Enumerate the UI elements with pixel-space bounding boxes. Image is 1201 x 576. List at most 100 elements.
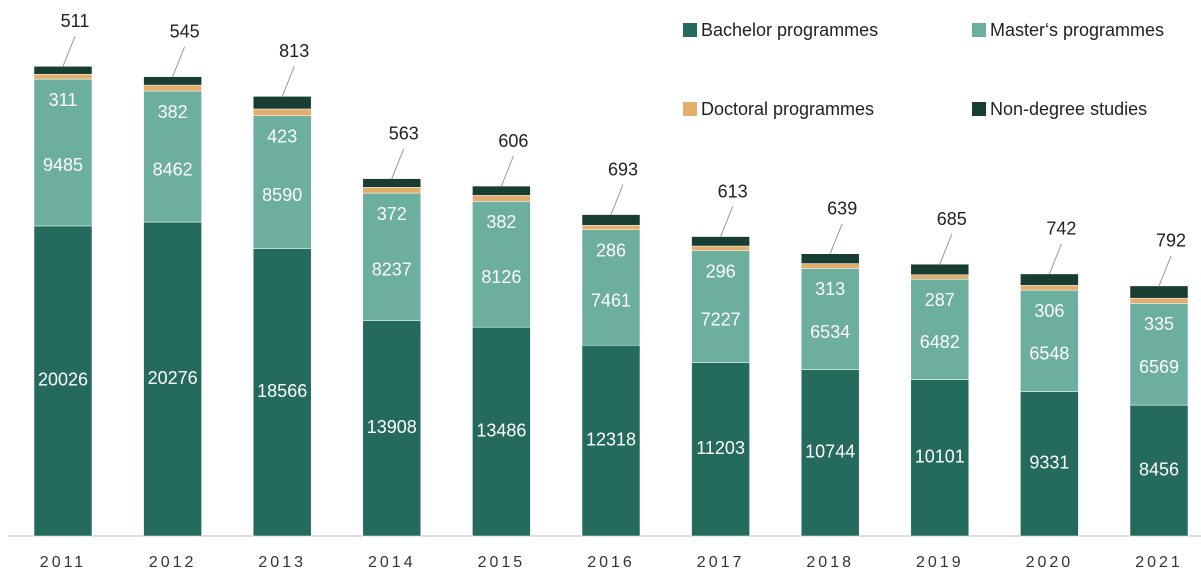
bar-segment bbox=[33, 78, 93, 227]
bar-label: 6534 bbox=[810, 322, 850, 342]
bar-label: 423 bbox=[267, 126, 297, 146]
x-tick-label: 2021 bbox=[1135, 554, 1183, 571]
bar-label: 8456 bbox=[1139, 459, 1179, 479]
x-tick-label: 2012 bbox=[149, 554, 197, 571]
bar-segment bbox=[472, 195, 531, 202]
leader-line bbox=[281, 66, 295, 97]
legend-label: Master‘s programmes bbox=[990, 20, 1164, 40]
bar-label: 545 bbox=[170, 21, 200, 41]
bar-label: 742 bbox=[1046, 219, 1076, 239]
bar-segment bbox=[252, 108, 312, 116]
bar-segment bbox=[581, 225, 641, 230]
x-tick-label: 2014 bbox=[368, 554, 416, 571]
legend-swatch bbox=[972, 23, 986, 37]
bar-label: 685 bbox=[937, 209, 967, 229]
bar-segment bbox=[800, 253, 860, 264]
bar-segment bbox=[800, 369, 860, 537]
bar-segment bbox=[252, 96, 312, 110]
bar-label: 8237 bbox=[372, 260, 412, 280]
bar-segment bbox=[1129, 303, 1189, 406]
bar-label: 372 bbox=[377, 204, 407, 224]
bar-segment bbox=[362, 320, 422, 537]
leader-line bbox=[1048, 243, 1062, 275]
bar-label: 382 bbox=[486, 212, 516, 232]
bar-segment bbox=[581, 229, 641, 346]
x-tick-label: 2018 bbox=[806, 554, 854, 571]
bar-label: 12318 bbox=[586, 429, 636, 449]
bar-segment bbox=[1020, 289, 1079, 392]
bar-segment bbox=[1020, 273, 1079, 286]
bar-segment bbox=[910, 278, 970, 380]
leader-line bbox=[172, 46, 186, 77]
bar-label: 11203 bbox=[696, 438, 745, 458]
bar-label: 613 bbox=[718, 181, 748, 201]
bar-segment bbox=[910, 263, 970, 276]
bar-label: 606 bbox=[498, 131, 528, 151]
leader-line bbox=[720, 206, 734, 237]
bar-label: 20026 bbox=[38, 370, 88, 390]
bar-label: 287 bbox=[925, 290, 955, 310]
x-tick-label: 2011 bbox=[40, 554, 86, 571]
leader-line bbox=[939, 233, 953, 265]
bar-segment bbox=[691, 362, 750, 537]
bar-segment bbox=[691, 250, 750, 363]
bar-segment bbox=[910, 379, 970, 537]
bar-segment bbox=[362, 192, 422, 321]
bar-label: 693 bbox=[608, 159, 638, 179]
leader-line bbox=[610, 184, 624, 215]
x-tick-label: 2019 bbox=[916, 554, 964, 571]
bar-label: 792 bbox=[1156, 231, 1186, 251]
bar-segment bbox=[1020, 391, 1079, 537]
legend-label: Doctoral programmes bbox=[701, 99, 874, 119]
bar-segment bbox=[691, 245, 750, 251]
bar-label: 639 bbox=[827, 198, 857, 218]
bar-label: 10101 bbox=[915, 447, 965, 467]
bar-segment bbox=[1020, 285, 1079, 291]
x-tick-label: 2017 bbox=[697, 554, 745, 571]
bar-label: 7461 bbox=[591, 290, 631, 310]
leader-line bbox=[1158, 255, 1172, 287]
bar-segment bbox=[362, 187, 422, 194]
legend-label: Bachelor programmes bbox=[701, 20, 878, 40]
bar-label: 8462 bbox=[153, 159, 193, 179]
leader-line bbox=[391, 148, 405, 179]
bar-label: 563 bbox=[389, 123, 419, 143]
bar-label: 9331 bbox=[1029, 453, 1069, 473]
bar-segment bbox=[252, 248, 312, 537]
bar-segment bbox=[1129, 285, 1189, 299]
bar-segment bbox=[581, 345, 641, 537]
legend-swatch bbox=[683, 102, 697, 116]
bar-label: 9485 bbox=[43, 155, 83, 175]
bar-segment bbox=[33, 225, 93, 537]
bar-segment bbox=[143, 76, 202, 86]
bar-segment bbox=[472, 326, 531, 537]
bar-label: 13908 bbox=[367, 417, 417, 437]
bar-label: 13486 bbox=[476, 420, 526, 440]
bar-label: 335 bbox=[1144, 314, 1174, 334]
bar-label: 313 bbox=[815, 279, 845, 299]
bar-segment bbox=[33, 66, 93, 75]
leader-line bbox=[62, 36, 76, 67]
bar-label: 10744 bbox=[805, 442, 855, 462]
bar-label: 813 bbox=[279, 41, 309, 61]
x-tick-label: 2016 bbox=[587, 554, 635, 571]
bar-label: 6482 bbox=[920, 332, 960, 352]
bar-segment bbox=[691, 236, 750, 247]
bar-segment bbox=[143, 84, 202, 92]
bar-segment bbox=[362, 178, 422, 188]
x-tick-label: 2013 bbox=[258, 554, 306, 571]
bar-segment bbox=[472, 201, 531, 328]
x-tick-label: 2020 bbox=[1026, 554, 1074, 571]
legend-swatch bbox=[683, 23, 697, 37]
bar-label: 20276 bbox=[148, 368, 198, 388]
bar-segment bbox=[581, 214, 641, 226]
bar-label: 18566 bbox=[257, 381, 307, 401]
bar-label: 8590 bbox=[262, 185, 302, 205]
bar-segment bbox=[143, 90, 202, 223]
bar-label: 511 bbox=[61, 11, 90, 31]
bar-segment bbox=[1129, 297, 1189, 304]
bar-segment bbox=[910, 274, 970, 280]
bar-label: 296 bbox=[706, 261, 736, 281]
x-tick-label: 2015 bbox=[478, 554, 526, 571]
bar-label: 306 bbox=[1034, 301, 1064, 321]
